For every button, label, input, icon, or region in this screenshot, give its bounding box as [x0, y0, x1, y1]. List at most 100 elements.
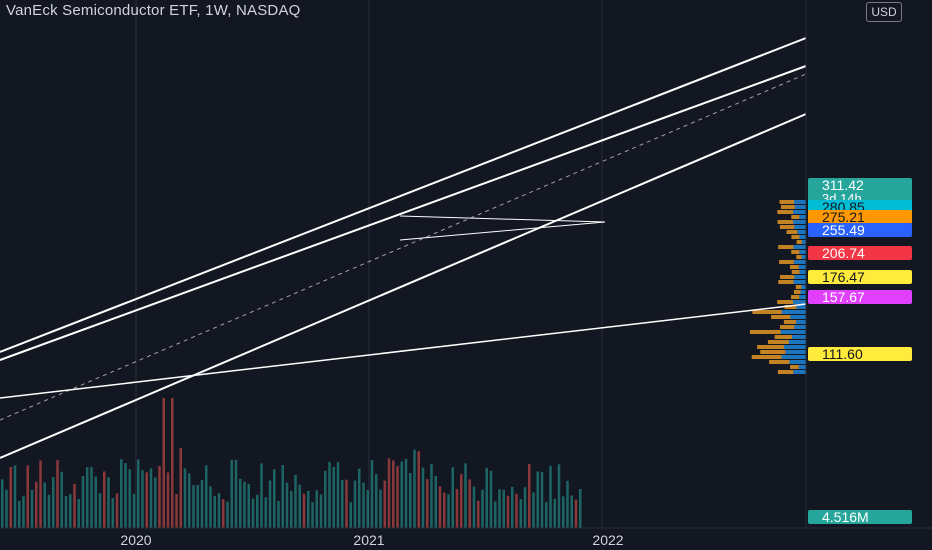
- volume-profile-bar: [777, 210, 794, 214]
- volume-bar: [226, 501, 229, 528]
- ma-yellow-label-bg: [808, 270, 912, 284]
- volume-bar: [375, 474, 378, 528]
- volume-profile-bar: [801, 285, 806, 289]
- volume-bar: [328, 461, 331, 528]
- volume-bar: [358, 468, 361, 528]
- volume-bar: [268, 480, 272, 528]
- volume-profile-bar: [799, 295, 806, 299]
- volume-bar: [243, 481, 246, 528]
- trendline-4: [0, 73, 807, 421]
- volume-bar: [298, 484, 301, 528]
- volume-bar: [553, 498, 556, 528]
- volume-bar: [166, 472, 170, 528]
- volume-bar: [489, 470, 493, 528]
- volume-profile-bar: [752, 310, 782, 314]
- volume-bar: [523, 487, 527, 528]
- volume-bar: [485, 467, 488, 528]
- x-tick-label: 2022: [592, 532, 623, 548]
- volume-bar: [447, 494, 450, 528]
- ma-red-label-bg: [808, 246, 912, 260]
- volume-bar: [307, 490, 310, 528]
- volume-bar: [532, 492, 535, 528]
- volume-bar: [179, 448, 182, 528]
- volume-profile-bar: [791, 235, 800, 239]
- volume-bar: [162, 398, 165, 528]
- volume-bar: [315, 490, 318, 528]
- volume-bar: [366, 489, 369, 528]
- volume-profile-bar: [757, 345, 784, 349]
- currency-button[interactable]: USD: [866, 2, 902, 22]
- volume-profile-bar: [798, 365, 806, 369]
- volume-bar: [22, 496, 25, 528]
- volume-bar: [188, 473, 191, 528]
- volume-bar: [277, 500, 280, 528]
- volume-bar: [477, 500, 480, 528]
- volume-bar: [73, 483, 76, 528]
- volume-bar: [460, 474, 463, 528]
- volume-bar: [379, 489, 382, 528]
- volume-profile-bar: [779, 260, 794, 264]
- volume-profile-bar: [791, 250, 800, 254]
- volume-profile-bar: [799, 250, 806, 254]
- volume-bar: [209, 486, 212, 528]
- volume-profile-bar: [778, 245, 794, 249]
- volume-bar: [404, 458, 408, 528]
- volume-profile-bar: [793, 300, 806, 304]
- volume-profile-bar: [794, 225, 806, 229]
- volume-profile-bar: [796, 305, 806, 309]
- volume-profile-bar: [771, 315, 791, 319]
- volume-bar: [443, 492, 446, 528]
- volume-bar: [413, 449, 416, 528]
- volume-bar: [562, 496, 565, 528]
- volume-profile-bar: [779, 325, 795, 329]
- volume-bar: [294, 474, 297, 528]
- volume-bar: [183, 468, 187, 528]
- volume-bar: [213, 495, 216, 528]
- volume-bar: [132, 493, 136, 528]
- volume-bar: [30, 489, 34, 528]
- volume-bar: [111, 498, 114, 528]
- volume-bar: [472, 486, 476, 528]
- volume-profile-bar: [749, 330, 781, 334]
- volume-profile-bar: [781, 355, 806, 359]
- volume-bar: [120, 459, 123, 528]
- volume-profile: [749, 200, 806, 374]
- volume-profile-bar: [789, 265, 799, 269]
- volume-profile-bar: [774, 335, 792, 339]
- volume-bar: [438, 486, 442, 528]
- volume-bar: [430, 463, 433, 528]
- volume-label: 4.516M: [822, 509, 869, 525]
- volume-profile-bar: [794, 205, 806, 209]
- volume-profile-bar: [793, 260, 806, 264]
- volume-bar: [451, 467, 454, 528]
- volume-bar: [566, 480, 569, 528]
- volume-bar: [502, 489, 505, 528]
- volume-profile-bar: [793, 370, 806, 374]
- volume-profile-bar: [767, 340, 789, 344]
- volume-profile-bar: [793, 245, 806, 249]
- volume-bar: [171, 398, 174, 528]
- volume-bar: [264, 497, 267, 528]
- volume-bar: [515, 493, 518, 528]
- volume-bar: [273, 469, 276, 528]
- volume-profile-bar: [796, 320, 806, 324]
- volume-profile-bar: [783, 320, 797, 324]
- volume-bar: [90, 467, 93, 528]
- trendlines: [0, 37, 807, 459]
- volume-bar: [409, 473, 412, 528]
- volume-bar: [481, 489, 484, 528]
- last-price-label-bg: [808, 178, 912, 206]
- volume-bar: [47, 494, 51, 528]
- volume-bar: [9, 467, 12, 528]
- volume-bar: [26, 465, 29, 528]
- ma-magenta-label: 157.67: [822, 289, 865, 305]
- volume-bar: [43, 482, 46, 528]
- volume-profile-bar: [791, 270, 800, 274]
- volume-bar: [52, 477, 55, 528]
- volume-bar: [396, 466, 399, 528]
- volume-profile-bar: [800, 290, 806, 294]
- volume-bar: [557, 464, 561, 528]
- volume-bar: [222, 499, 225, 528]
- ma-orange-label-bg: [808, 210, 912, 224]
